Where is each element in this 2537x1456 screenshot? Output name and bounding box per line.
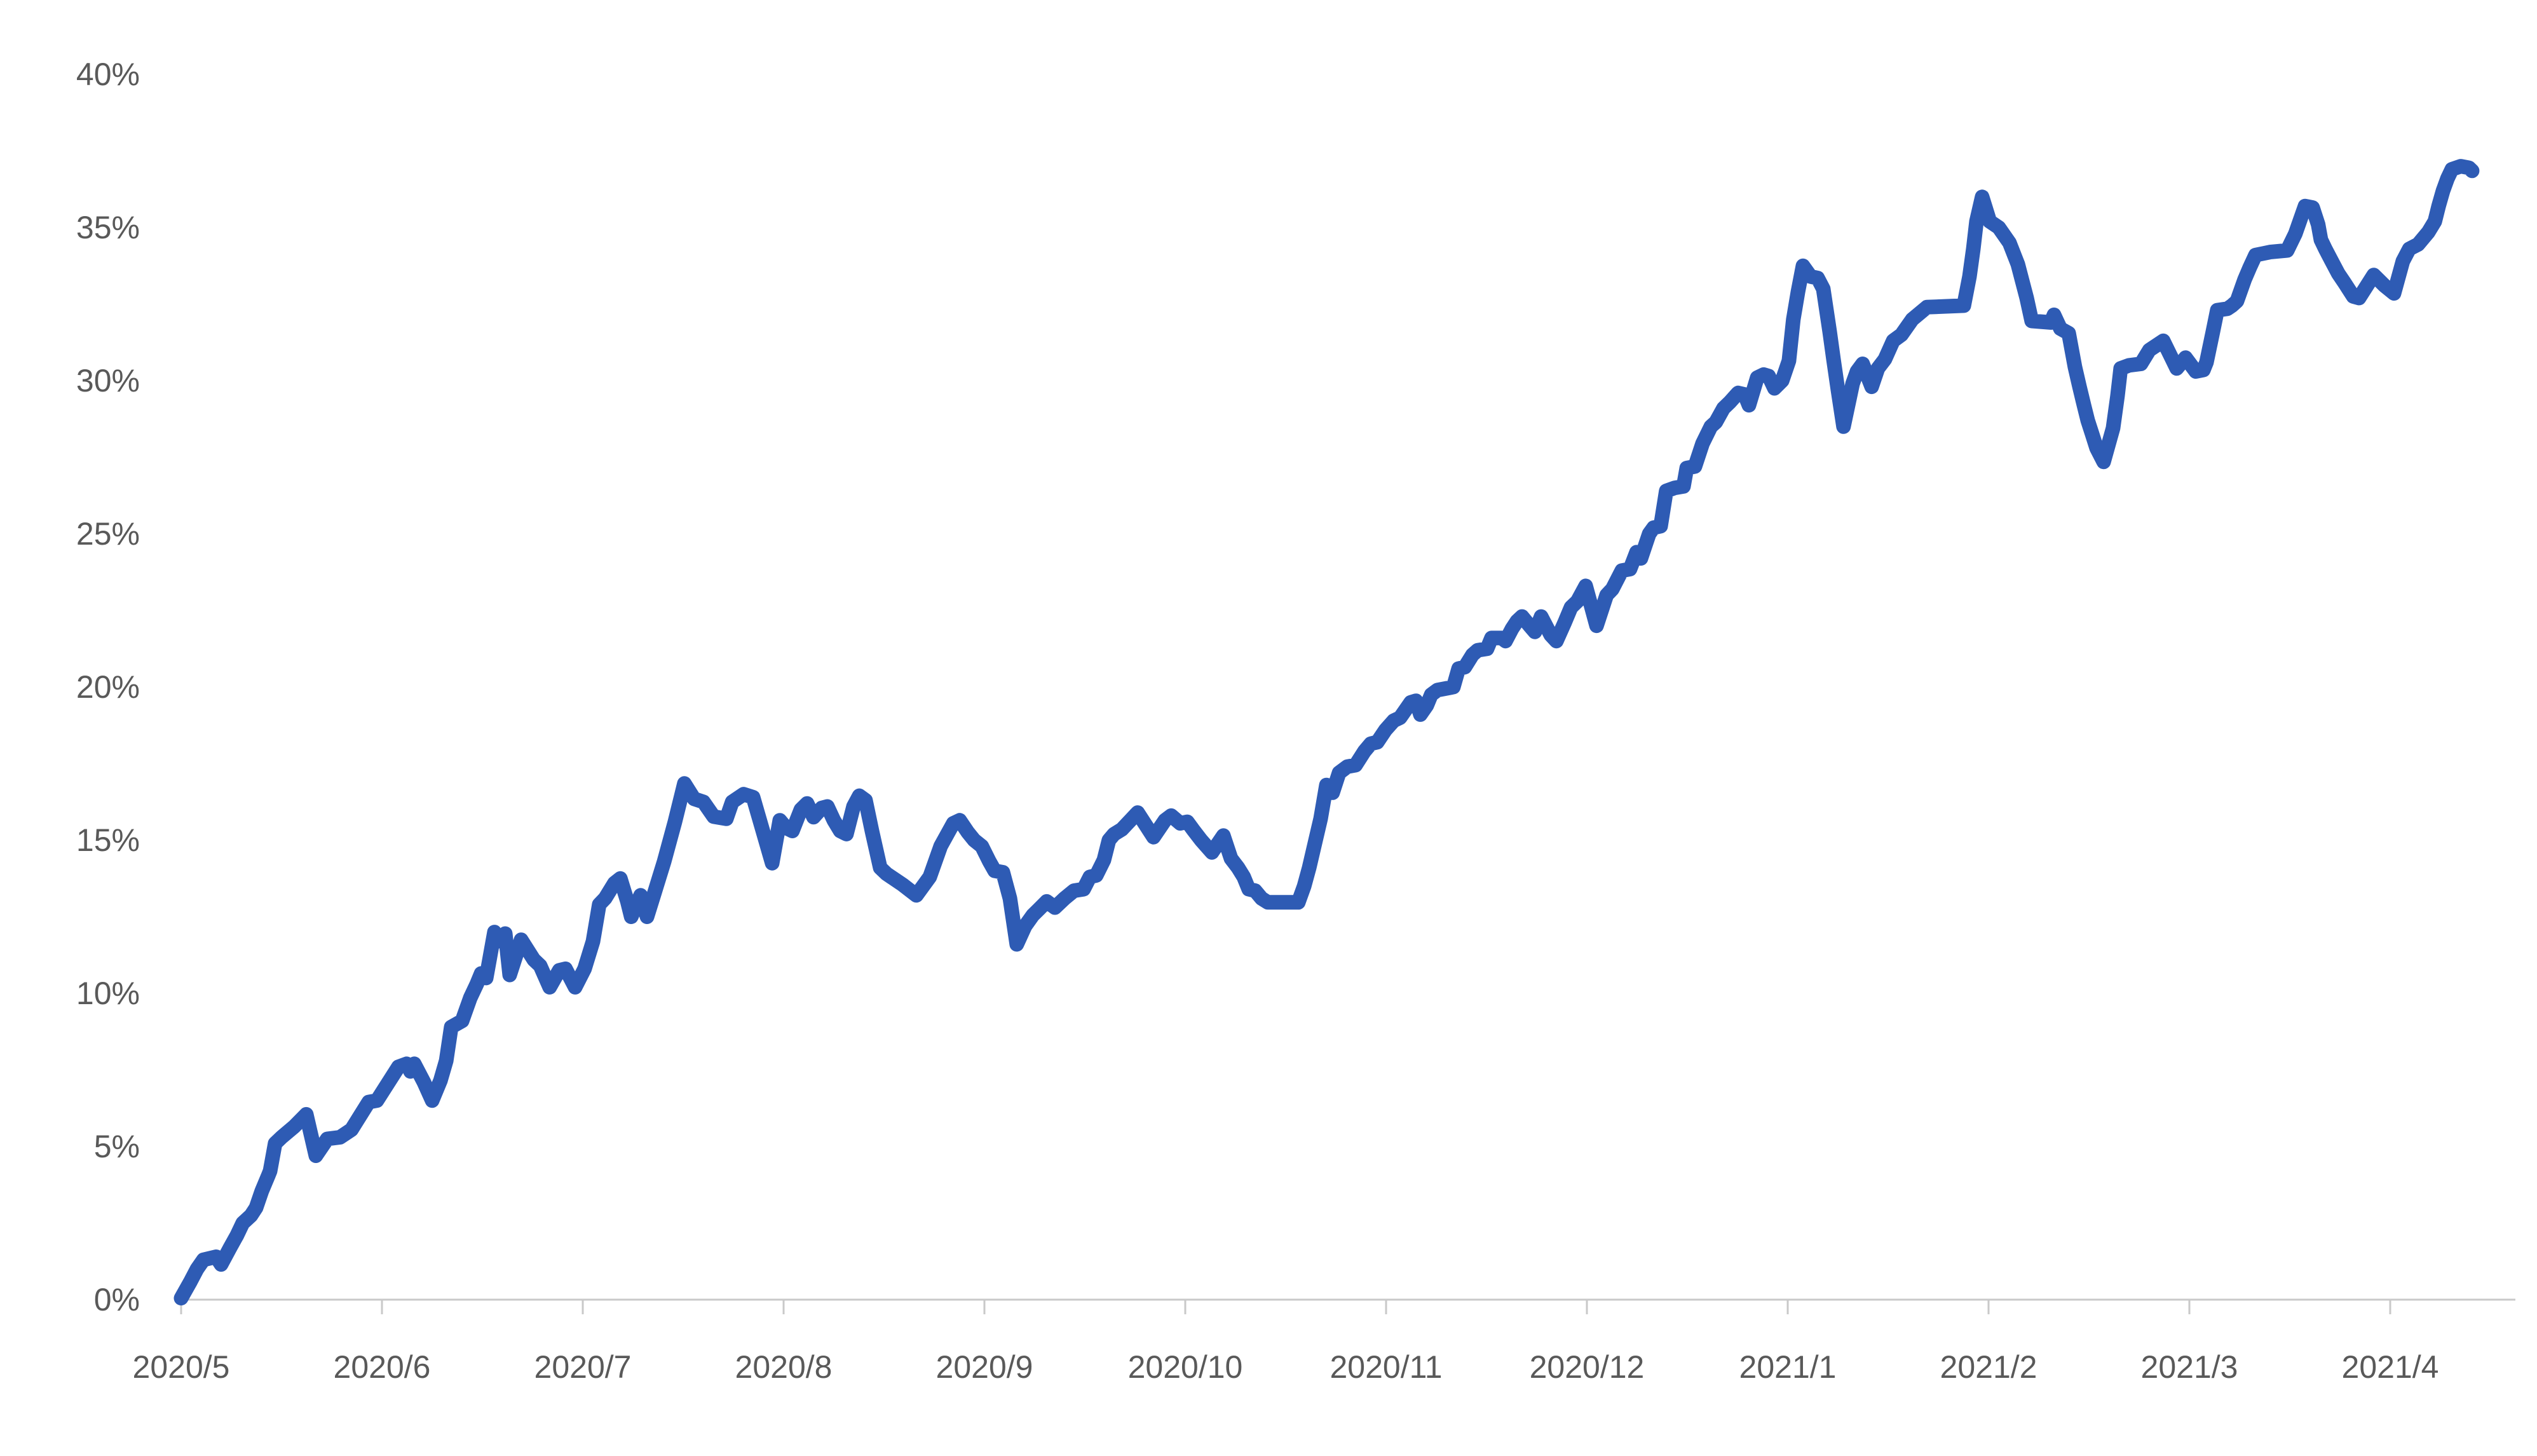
y-axis-label: 25%: [76, 516, 140, 552]
x-axis-label: 2020/8: [735, 1349, 833, 1385]
x-axis-label: 2020/10: [1128, 1349, 1243, 1385]
y-axis-label: 5%: [94, 1129, 140, 1164]
x-axis-label: 2020/11: [1330, 1349, 1442, 1385]
x-axis-label: 2020/5: [133, 1349, 230, 1385]
x-axis-label: 2020/12: [1530, 1349, 1645, 1385]
y-axis-label: 30%: [76, 363, 140, 398]
y-axis-label: 0%: [94, 1282, 140, 1317]
series-line-cumulative-return: [173, 159, 2480, 1306]
y-axis-label: 15%: [76, 822, 140, 858]
x-axis-label: 2020/7: [534, 1349, 632, 1385]
x-axis-label: 2021/3: [2141, 1349, 2238, 1385]
y-axis-label: 35%: [76, 210, 140, 245]
y-axis-label: 10%: [76, 976, 140, 1011]
x-axis-label: 2020/6: [334, 1349, 431, 1385]
y-axis-label: 20%: [76, 669, 140, 705]
y-axis-label: 40%: [76, 57, 140, 92]
x-axis-label: 2021/4: [2342, 1349, 2439, 1385]
x-axis-label: 2021/2: [1940, 1349, 2037, 1385]
x-axis-label: 2021/1: [1739, 1349, 1837, 1385]
x-axis-label: 2020/9: [936, 1349, 1033, 1385]
